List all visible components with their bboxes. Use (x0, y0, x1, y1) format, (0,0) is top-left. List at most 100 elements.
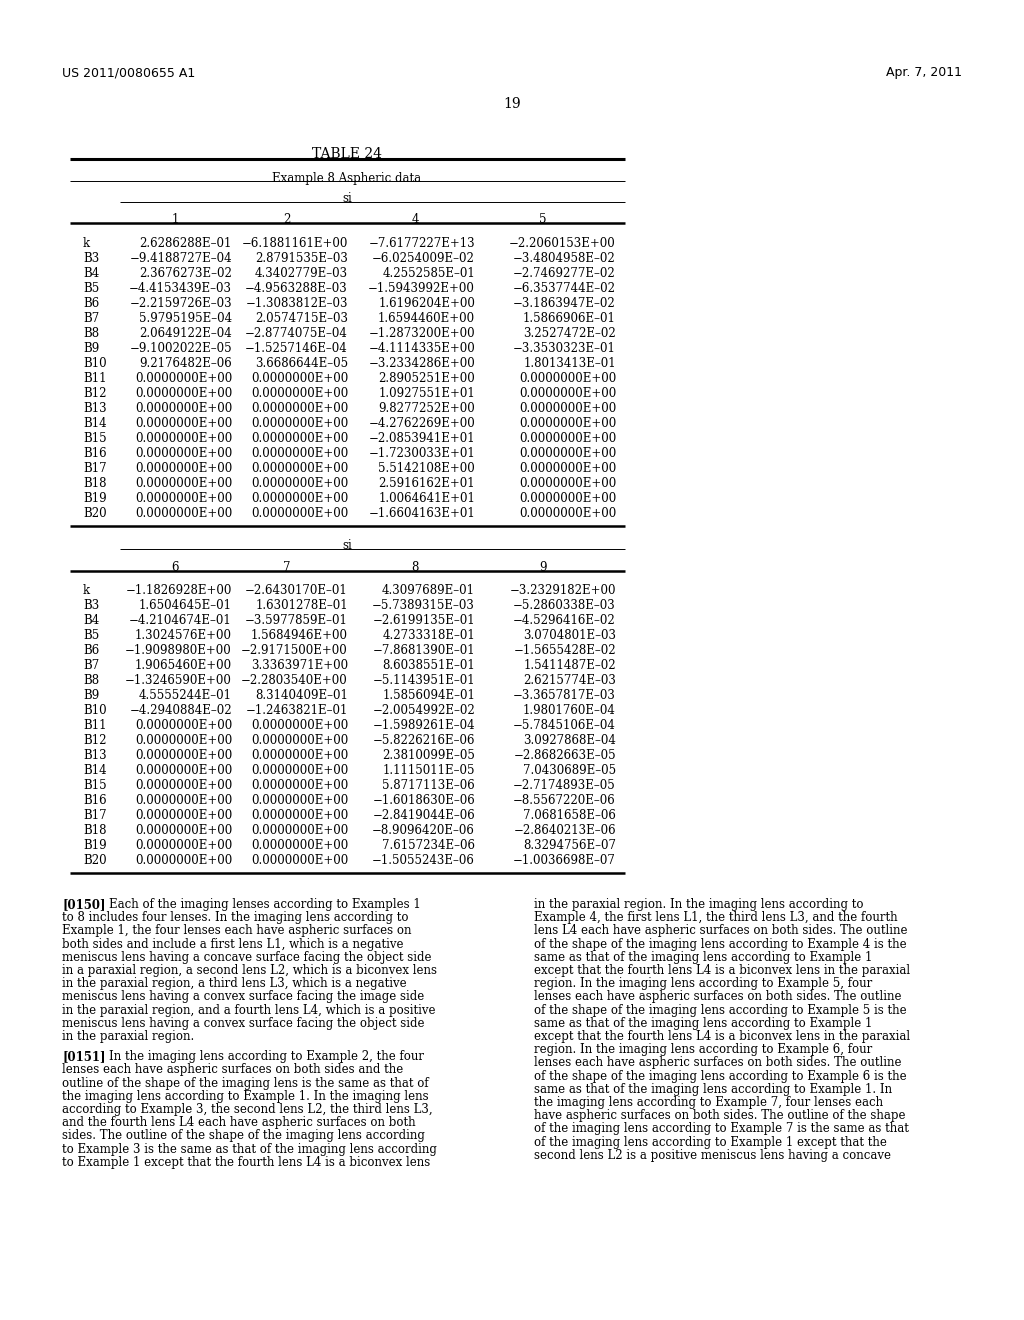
Text: 1.1115011E–05: 1.1115011E–05 (383, 764, 475, 777)
Text: 0.0000000E+00: 0.0000000E+00 (135, 403, 232, 414)
Text: −2.0853941E+01: −2.0853941E+01 (369, 432, 475, 445)
Text: same as that of the imaging lens according to Example 1: same as that of the imaging lens accordi… (534, 950, 872, 964)
Text: 8.6038551E–01: 8.6038551E–01 (382, 659, 475, 672)
Text: 0.0000000E+00: 0.0000000E+00 (135, 432, 232, 445)
Text: −5.8226216E–06: −5.8226216E–06 (373, 734, 475, 747)
Text: −4.2104674E–01: −4.2104674E–01 (129, 614, 232, 627)
Text: 1.6301278E–01: 1.6301278E–01 (255, 599, 348, 612)
Text: −4.5296416E–02: −4.5296416E–02 (513, 614, 616, 627)
Text: −2.8419044E–06: −2.8419044E–06 (373, 809, 475, 822)
Text: meniscus lens having a concave surface facing the object side: meniscus lens having a concave surface f… (62, 950, 431, 964)
Text: to 8 includes four lenses. In the imaging lens according to: to 8 includes four lenses. In the imagin… (62, 911, 409, 924)
Text: B8: B8 (83, 327, 99, 341)
Text: B11: B11 (83, 372, 106, 385)
Text: 0.0000000E+00: 0.0000000E+00 (135, 854, 232, 867)
Text: 0.0000000E+00: 0.0000000E+00 (251, 403, 348, 414)
Text: B10: B10 (83, 704, 106, 717)
Text: 0.0000000E+00: 0.0000000E+00 (251, 809, 348, 822)
Text: 0.0000000E+00: 0.0000000E+00 (519, 372, 616, 385)
Text: k: k (83, 238, 90, 249)
Text: 0.0000000E+00: 0.0000000E+00 (135, 387, 232, 400)
Text: 2.3676273E–02: 2.3676273E–02 (139, 267, 232, 280)
Text: −2.2159726E–03: −2.2159726E–03 (129, 297, 232, 310)
Text: B13: B13 (83, 403, 106, 414)
Text: −5.7845106E–04: −5.7845106E–04 (513, 719, 616, 733)
Text: 0.0000000E+00: 0.0000000E+00 (135, 492, 232, 506)
Text: 8.3294756E–07: 8.3294756E–07 (523, 840, 616, 851)
Text: of the shape of the imaging lens according to Example 4 is the: of the shape of the imaging lens accordi… (534, 937, 906, 950)
Text: −7.8681390E–01: −7.8681390E–01 (373, 644, 475, 657)
Text: 0.0000000E+00: 0.0000000E+00 (251, 764, 348, 777)
Text: 0.0000000E+00: 0.0000000E+00 (251, 854, 348, 867)
Text: −1.3246590E+00: −1.3246590E+00 (125, 675, 232, 686)
Text: −1.5257146E–04: −1.5257146E–04 (246, 342, 348, 355)
Text: have aspheric surfaces on both sides. The outline of the shape: have aspheric surfaces on both sides. Th… (534, 1109, 905, 1122)
Text: 0.0000000E+00: 0.0000000E+00 (135, 840, 232, 851)
Text: −6.0254009E–02: −6.0254009E–02 (372, 252, 475, 265)
Text: −4.2940884E–02: −4.2940884E–02 (129, 704, 232, 717)
Text: 9.8277252E+00: 9.8277252E+00 (378, 403, 475, 414)
Text: sides. The outline of the shape of the imaging lens according: sides. The outline of the shape of the i… (62, 1130, 425, 1142)
Text: 5.8717113E–06: 5.8717113E–06 (382, 779, 475, 792)
Text: in a paraxial region, a second lens L2, which is a biconvex lens: in a paraxial region, a second lens L2, … (62, 964, 437, 977)
Text: same as that of the imaging lens according to Example 1: same as that of the imaging lens accordi… (534, 1016, 872, 1030)
Text: −3.4804958E–02: −3.4804958E–02 (513, 252, 616, 265)
Text: 0.0000000E+00: 0.0000000E+00 (519, 403, 616, 414)
Text: to Example 1 except that the fourth lens L4 is a biconvex lens: to Example 1 except that the fourth lens… (62, 1156, 430, 1168)
Text: −1.3083812E–03: −1.3083812E–03 (246, 297, 348, 310)
Text: B3: B3 (83, 252, 99, 265)
Text: B19: B19 (83, 840, 106, 851)
Text: −3.2329182E+00: −3.2329182E+00 (510, 583, 616, 597)
Text: 0.0000000E+00: 0.0000000E+00 (135, 809, 232, 822)
Text: except that the fourth lens L4 is a biconvex lens in the paraxial: except that the fourth lens L4 is a bico… (534, 964, 910, 977)
Text: −8.5567220E–06: −8.5567220E–06 (513, 795, 616, 807)
Text: B18: B18 (83, 824, 106, 837)
Text: [0151]: [0151] (62, 1051, 105, 1063)
Text: same as that of the imaging lens according to Example 1. In: same as that of the imaging lens accordi… (534, 1082, 892, 1096)
Text: B18: B18 (83, 477, 106, 490)
Text: 0.0000000E+00: 0.0000000E+00 (135, 824, 232, 837)
Text: 0.0000000E+00: 0.0000000E+00 (251, 387, 348, 400)
Text: 0.0000000E+00: 0.0000000E+00 (251, 748, 348, 762)
Text: Example 1, the four lenses each have aspheric surfaces on: Example 1, the four lenses each have asp… (62, 924, 412, 937)
Text: −1.5055243E–06: −1.5055243E–06 (372, 854, 475, 867)
Text: −4.2762269E+00: −4.2762269E+00 (369, 417, 475, 430)
Text: 1.6196204E+00: 1.6196204E+00 (378, 297, 475, 310)
Text: 0.0000000E+00: 0.0000000E+00 (251, 432, 348, 445)
Text: 1.8013413E–01: 1.8013413E–01 (523, 356, 616, 370)
Text: −2.0054992E–02: −2.0054992E–02 (373, 704, 475, 717)
Text: 0.0000000E+00: 0.0000000E+00 (251, 372, 348, 385)
Text: 0.0000000E+00: 0.0000000E+00 (519, 432, 616, 445)
Text: 0.0000000E+00: 0.0000000E+00 (135, 764, 232, 777)
Text: si: si (342, 191, 352, 205)
Text: 0.0000000E+00: 0.0000000E+00 (519, 387, 616, 400)
Text: Each of the imaging lenses according to Examples 1: Each of the imaging lenses according to … (109, 898, 421, 911)
Text: 0.0000000E+00: 0.0000000E+00 (135, 734, 232, 747)
Text: 0.0000000E+00: 0.0000000E+00 (519, 507, 616, 520)
Text: 1.3024576E+00: 1.3024576E+00 (135, 630, 232, 642)
Text: si: si (342, 539, 352, 552)
Text: −1.5943992E+00: −1.5943992E+00 (368, 282, 475, 294)
Text: [0150]: [0150] (62, 898, 105, 911)
Text: 6: 6 (171, 561, 179, 574)
Text: −5.7389315E–03: −5.7389315E–03 (372, 599, 475, 612)
Text: B12: B12 (83, 734, 106, 747)
Text: In the imaging lens according to Example 2, the four: In the imaging lens according to Example… (109, 1051, 424, 1063)
Text: 1.0064641E+01: 1.0064641E+01 (378, 492, 475, 506)
Text: B7: B7 (83, 312, 99, 325)
Text: B14: B14 (83, 417, 106, 430)
Text: −1.9098980E+00: −1.9098980E+00 (125, 644, 232, 657)
Text: 0.0000000E+00: 0.0000000E+00 (135, 477, 232, 490)
Text: 8.3140409E–01: 8.3140409E–01 (255, 689, 348, 702)
Text: second lens L2 is a positive meniscus lens having a concave: second lens L2 is a positive meniscus le… (534, 1148, 891, 1162)
Text: the imaging lens according to Example 7, four lenses each: the imaging lens according to Example 7,… (534, 1096, 883, 1109)
Text: 19: 19 (503, 96, 521, 111)
Text: B11: B11 (83, 719, 106, 733)
Text: 7.0681658E–06: 7.0681658E–06 (523, 809, 616, 822)
Text: −4.1114335E+00: −4.1114335E+00 (369, 342, 475, 355)
Text: B12: B12 (83, 387, 106, 400)
Text: −5.1143951E–01: −5.1143951E–01 (373, 675, 475, 686)
Text: 3.2527472E–02: 3.2527472E–02 (523, 327, 616, 341)
Text: Example 8 Aspheric data: Example 8 Aspheric data (272, 172, 422, 185)
Text: in the paraxial region, a third lens L3, which is a negative: in the paraxial region, a third lens L3,… (62, 977, 407, 990)
